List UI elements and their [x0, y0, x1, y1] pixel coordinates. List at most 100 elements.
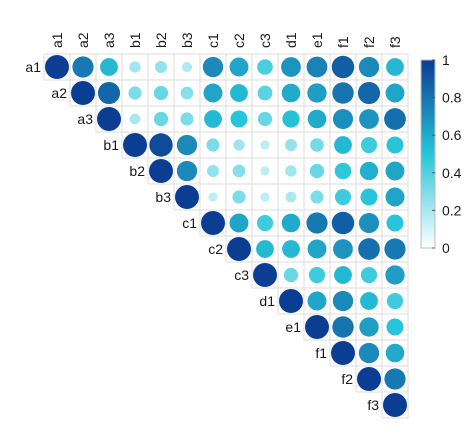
cell-f1-f1	[331, 341, 355, 365]
cell-a3-c3	[257, 111, 273, 127]
cell-c2-f1	[333, 239, 353, 259]
cell-c2-c3	[256, 240, 274, 258]
cell-a2-c2	[230, 84, 248, 102]
cell-a3-b2	[153, 111, 169, 127]
cell-a3-e1	[307, 109, 327, 129]
cell-d1-e1	[307, 291, 327, 311]
cell-c2-d1	[282, 240, 300, 258]
row-label-a2: a2	[51, 85, 67, 101]
cell-a2-c3	[257, 85, 273, 101]
cell-a3-b3	[180, 112, 194, 126]
cell-e1-f1	[332, 316, 354, 338]
cell-a2-c1	[203, 83, 223, 103]
cell-a3-b1	[129, 113, 141, 125]
row-label-b3: b3	[155, 189, 171, 205]
cell-b3-f2	[360, 188, 378, 206]
cell-b2-b3	[176, 160, 198, 182]
colorbar-tick-label: 1	[442, 52, 450, 68]
cell-b3-c1	[208, 192, 218, 202]
cell-a2-a2	[71, 81, 95, 105]
cell-a3-a3	[97, 107, 121, 131]
cell-a3-f1	[332, 108, 354, 130]
cell-a1-e1	[306, 56, 328, 78]
cell-c1-c3	[256, 214, 274, 232]
col-label-a1: a1	[49, 32, 65, 48]
row-label-d1: d1	[259, 293, 275, 309]
cell-a1-b2	[155, 61, 167, 73]
cell-b1-f3	[386, 136, 404, 154]
cell-b1-b1	[123, 133, 147, 157]
colorbar-tick-label: 0.4	[442, 165, 462, 181]
cell-f1-f2	[358, 342, 380, 364]
cell-c1-f2	[358, 212, 380, 234]
cell-b2-c1	[207, 165, 219, 177]
col-label-b3: b3	[179, 32, 195, 48]
cell-b2-d1	[285, 165, 297, 177]
row-label-f1: f1	[315, 345, 327, 361]
cell-c3-e1	[308, 266, 326, 284]
row-label-f2: f2	[341, 371, 353, 387]
cell-c3-f3	[385, 265, 405, 285]
col-label-f3: f3	[387, 36, 403, 48]
colorbar-tick-label: 0.2	[442, 202, 462, 218]
cell-b2-f2	[359, 161, 379, 181]
cell-a1-c2	[229, 57, 249, 77]
col-label-c2: c2	[231, 33, 247, 48]
cell-b2-f1	[334, 162, 352, 180]
cell-c2-e1	[307, 239, 327, 259]
col-label-d1: d1	[283, 32, 299, 48]
cell-a2-b2	[153, 85, 169, 101]
cell-a2-f3	[385, 83, 405, 103]
cell-b1-e1	[310, 138, 324, 152]
cell-a2-f1	[332, 82, 354, 104]
cell-b3-b3	[175, 185, 199, 209]
cell-a1-f1	[331, 55, 355, 79]
colorbar-tick-label: 0	[442, 240, 450, 256]
cell-a1-a3	[100, 58, 118, 76]
cell-c1-e1	[306, 212, 328, 234]
cell-c3-d1	[283, 267, 299, 283]
cell-f1-f3	[385, 343, 405, 363]
cell-b1-b2	[149, 133, 173, 157]
cell-a1-f3	[386, 58, 404, 76]
cell-b1-f2	[360, 136, 378, 154]
row-label-a1: a1	[25, 59, 41, 75]
cell-b3-e1	[310, 190, 324, 204]
cell-c2-f3	[384, 238, 406, 260]
cell-a3-d1	[282, 110, 300, 128]
cell-c1-f1	[331, 211, 355, 235]
row-label-c1: c1	[182, 215, 197, 231]
variable-labels: a1 a2 a3 b1 b2 b3 c1 c2 c3 d1 e1 f1 f2 f3 a1 a2 a3 b1 b2 b3…	[25, 32, 403, 413]
row-label-e1: e1	[285, 319, 301, 335]
colorbar-rect	[420, 59, 436, 249]
cell-e1-f2	[359, 317, 379, 337]
cell-b1-c3	[260, 140, 270, 150]
cell-a2-f2	[357, 81, 381, 105]
cell-d1-d1	[279, 289, 303, 313]
cell-a1-b1	[129, 61, 141, 73]
col-label-a3: a3	[101, 32, 117, 48]
cell-b3-c3	[260, 192, 270, 202]
col-label-f2: f2	[361, 36, 377, 48]
cell-b3-c2	[232, 190, 246, 204]
cell-a1-a1	[45, 55, 69, 79]
cell-c1-c1	[201, 211, 225, 235]
cell-a2-e1	[307, 83, 327, 103]
row-label-b1: b1	[103, 137, 119, 153]
cell-b2-c2	[232, 164, 246, 178]
cell-c1-d1	[281, 213, 301, 233]
col-label-c3: c3	[257, 33, 273, 48]
cell-a2-b3	[180, 86, 194, 100]
cell-f2-f3	[384, 368, 406, 390]
cell-b2-b2	[149, 159, 173, 183]
col-label-f1: f1	[335, 36, 351, 48]
cell-c2-c2	[227, 237, 251, 261]
cell-b3-d1	[285, 191, 297, 203]
cell-b1-c2	[233, 139, 245, 151]
cell-a1-c3	[257, 59, 273, 75]
cell-f3-f3	[383, 393, 407, 417]
cell-a2-b1	[128, 86, 142, 100]
colorbar: 0 0.2 0.4 0.6 0.8 1	[420, 52, 462, 256]
